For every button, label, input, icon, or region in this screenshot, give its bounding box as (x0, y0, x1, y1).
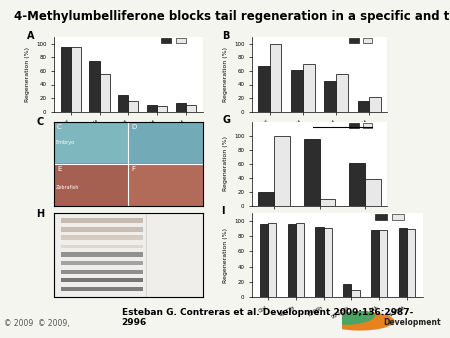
Bar (349, 123, 359, 128)
Bar (324, 228, 332, 297)
Bar (260, 224, 268, 297)
Bar (336, 74, 348, 112)
Bar (161, 38, 171, 43)
Bar (176, 38, 186, 43)
Bar (61, 235, 143, 240)
Bar (392, 214, 404, 220)
Bar (351, 290, 360, 297)
Bar (61, 261, 143, 265)
Bar (399, 228, 407, 297)
Bar (274, 136, 290, 206)
Text: E: E (57, 167, 61, 172)
Text: F: F (131, 167, 135, 172)
Bar (61, 218, 143, 223)
Bar (61, 287, 143, 291)
Bar (320, 199, 335, 206)
Bar (315, 227, 324, 297)
Bar (375, 214, 387, 220)
Text: I: I (221, 206, 225, 216)
Bar (99, 74, 110, 112)
Ellipse shape (333, 311, 375, 325)
Bar (258, 192, 274, 206)
Bar (61, 252, 143, 257)
Bar (268, 223, 276, 297)
Bar (61, 227, 143, 232)
Bar (324, 81, 336, 112)
Y-axis label: Regeneration (%): Regeneration (%) (223, 137, 228, 191)
Bar (258, 66, 270, 112)
Bar (128, 101, 138, 112)
Bar (296, 223, 304, 297)
Text: B: B (222, 31, 230, 41)
Bar (291, 70, 303, 112)
Bar (365, 179, 381, 206)
Text: C: C (57, 124, 62, 130)
Text: © 2009  © 2009,: © 2009 © 2009, (4, 319, 70, 328)
Text: Development: Development (383, 318, 441, 327)
Bar (288, 224, 296, 297)
Bar (407, 229, 415, 297)
Bar (270, 44, 281, 112)
Bar (363, 123, 372, 128)
Text: Embryo: Embryo (55, 140, 75, 145)
Bar (379, 230, 387, 297)
Text: D: D (131, 124, 136, 130)
Bar (349, 38, 359, 43)
Bar (157, 106, 167, 112)
Bar (371, 230, 379, 297)
Bar (358, 101, 369, 112)
Bar (304, 139, 319, 206)
Text: G: G (222, 115, 230, 125)
Circle shape (325, 312, 395, 331)
Bar (303, 64, 315, 112)
Bar (186, 105, 196, 112)
Bar (343, 284, 351, 297)
Bar (118, 95, 128, 112)
Text: H: H (36, 209, 44, 219)
Bar (61, 278, 143, 282)
Bar (71, 47, 81, 112)
Bar (349, 163, 365, 206)
Bar (90, 61, 99, 112)
Text: 4-Methylumbelliferone blocks tail regeneration in a specific and time-dependent : 4-Methylumbelliferone blocks tail regene… (14, 10, 450, 23)
Text: Esteban G. Contreras et al. Development 2009;136:2987-
2996: Esteban G. Contreras et al. Development … (122, 308, 413, 327)
Y-axis label: Regeneration (%): Regeneration (%) (25, 47, 30, 102)
Bar (176, 103, 186, 112)
Y-axis label: Regeneration (%): Regeneration (%) (223, 47, 228, 102)
Y-axis label: Regeneration (%): Regeneration (%) (223, 228, 228, 283)
Text: A: A (27, 31, 35, 41)
Bar (369, 97, 381, 112)
Bar (61, 270, 143, 274)
Bar (363, 38, 372, 43)
Bar (61, 47, 71, 112)
Text: C: C (36, 117, 44, 127)
Bar (61, 245, 143, 248)
Text: Zebrafish: Zebrafish (55, 185, 79, 190)
Bar (147, 105, 157, 112)
